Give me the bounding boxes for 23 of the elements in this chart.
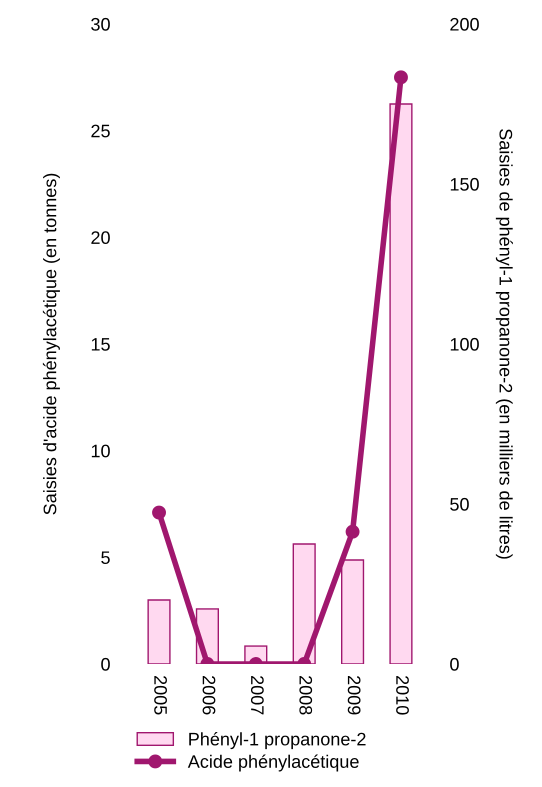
y-tick-label: 15 [92, 338, 110, 351]
y2-axis-title: Saisies de phényl-1 propanone-2 (en milliers de litres) [496, 129, 513, 559]
y-tick-label: 30 [91, 18, 110, 31]
x-tick-label: 2007 [250, 676, 264, 714]
y2-tick-label: 0 [450, 658, 459, 671]
y2-tick-label: 50 [450, 498, 469, 511]
y-axis-title: Saisies d'acide phénylacétique (en tonnes) [42, 174, 60, 515]
x-tick-label: 2005 [154, 676, 167, 715]
y2-tick-label: 100 [450, 338, 479, 351]
x-tick-label: 2009 [348, 676, 361, 714]
y-tick-label: 5 [101, 551, 110, 564]
x-tick-label: 2010 [396, 676, 409, 715]
y-tick-label: 20 [91, 231, 110, 244]
legend-label: Phényl-1 propanone-2 [189, 732, 366, 750]
x-tick-label: 2006 [202, 676, 216, 714]
y-tick-label: 10 [92, 444, 110, 458]
y2-tick-label: 200 [450, 18, 479, 31]
y-tick-label: 25 [91, 124, 110, 138]
legend-label: Acide phénylacétique [188, 754, 359, 772]
x-tick-label: 2008 [299, 676, 312, 714]
y2-tick-label: 150 [450, 178, 479, 191]
y-tick-label: 0 [101, 658, 110, 671]
bar [147, 599, 171, 664]
